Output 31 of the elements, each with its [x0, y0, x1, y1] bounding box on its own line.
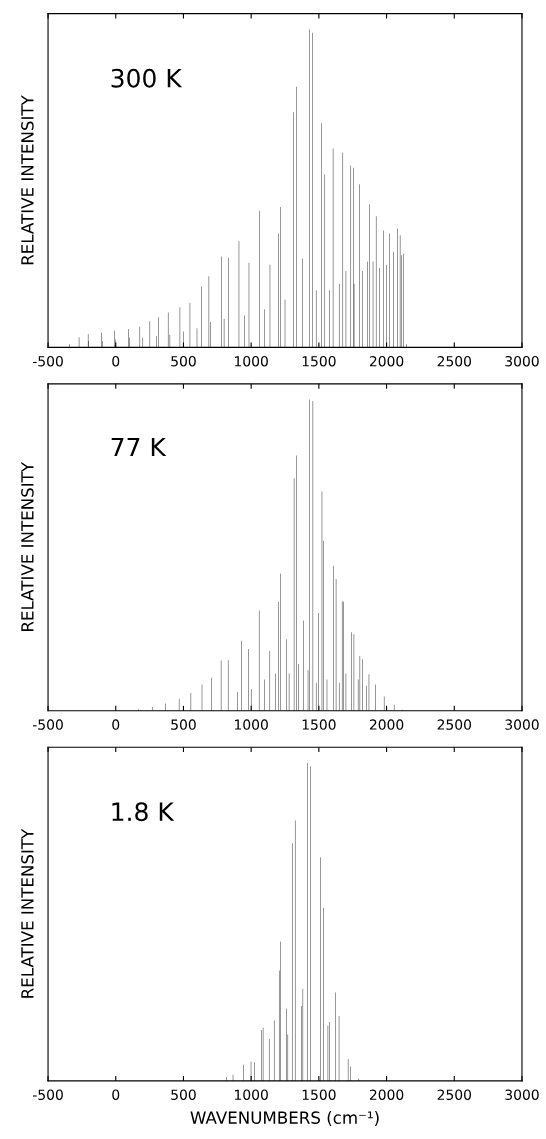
x-tick-label: 2000	[369, 1089, 404, 1100]
x-tick-label: 500	[171, 1089, 196, 1100]
y-axis-title: RELATIVE INTENSITY	[21, 95, 34, 265]
x-tick-label: 500	[171, 719, 196, 730]
y-axis-title: RELATIVE INTENSITY	[21, 828, 34, 998]
x-tick-label: 3000	[505, 355, 539, 367]
x-tick-label: 1500	[302, 355, 336, 367]
x-axis-title: WAVENUMBERS (cm⁻¹)	[190, 1111, 379, 1126]
x-tick-label: 1500	[302, 1089, 336, 1100]
x-tick-label: 3000	[505, 1089, 539, 1100]
x-tick-label: 2500	[437, 355, 472, 367]
x-tick-label: 2000	[369, 355, 404, 367]
x-tick-label: 3000	[505, 719, 539, 730]
x-tick-label: 2500	[437, 1089, 472, 1100]
x-tick-label: 2000	[369, 719, 404, 730]
x-tick-label: -500	[32, 355, 63, 367]
y-axis-title: RELATIVE INTENSITY	[21, 461, 34, 631]
x-tick-label: -500	[32, 719, 63, 730]
annotation: 1.8 K	[112, 802, 175, 822]
x-tick-label: 0	[112, 1089, 120, 1100]
x-tick-label: 0	[112, 719, 120, 730]
x-tick-label: 1000	[235, 719, 268, 730]
annotation: 300 K	[111, 68, 183, 88]
x-tick-label: 1000	[235, 1089, 268, 1100]
x-tick-label: -500	[32, 1089, 63, 1100]
x-tick-label: 1000	[235, 355, 268, 367]
annotation: 77 K	[111, 437, 167, 457]
x-tick-label: 500	[171, 355, 196, 367]
x-tick-label: 2500	[437, 719, 472, 730]
x-tick-label: 1500	[302, 719, 336, 730]
x-tick-label: 0	[112, 355, 120, 367]
